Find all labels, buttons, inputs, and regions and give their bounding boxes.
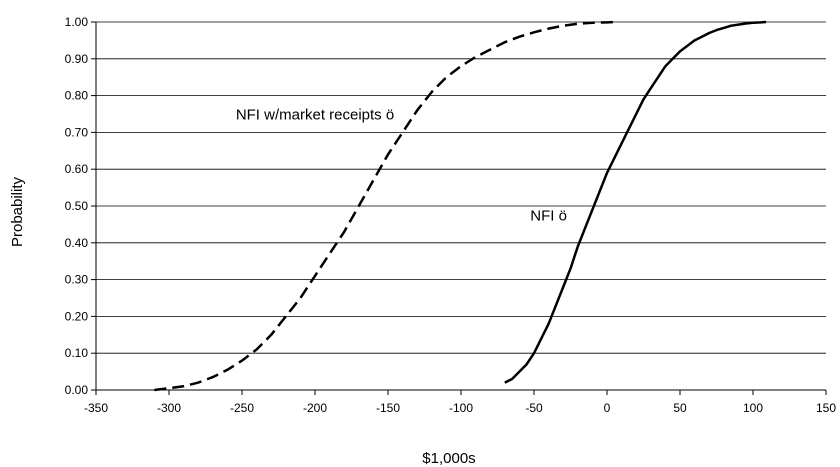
x-axis-title: $1,000s [422,450,475,467]
y-tick-label-8: 0.80 [65,89,89,103]
series-annotation-1: NFI ö [530,208,567,225]
series-annotations: NFI w/market receipts ö NFI ö [236,107,567,225]
y-tick-label-10: 1.00 [65,15,89,29]
y-axis-title: Probability [9,176,26,247]
x-tick-labels: -350 -300 -250 -200 -150 -100 -50 0 50 100 150 [84,390,836,415]
x-tick-label-10: 150 [816,401,836,415]
x-tick-label-7: 0 [604,401,611,415]
y-tick-label-9: 0.90 [65,52,89,66]
x-tick-label-8: 50 [673,401,687,415]
x-tick-label-6: -50 [525,401,543,415]
y-tick-label-2: 0.20 [65,309,89,323]
x-tick-label-1: -300 [157,401,181,415]
x-tick-label-4: -150 [376,401,400,415]
y-tick-label-6: 0.60 [65,162,89,176]
y-tick-label-7: 0.70 [65,125,89,139]
y-tick-label-5: 0.50 [65,199,89,213]
y-tick-label-1: 0.10 [65,346,89,360]
series-lines [154,20,767,392]
y-tick-label-3: 0.30 [65,273,89,287]
series-line-1 [504,20,767,384]
y-tick-label-0: 0.00 [65,383,89,397]
series-annotation-0: NFI w/market receipts ö [236,107,394,124]
x-tick-label-5: -100 [449,401,473,415]
series-line-0 [154,20,618,392]
y-tick-labels: 0.00 0.10 0.20 0.30 0.40 0.50 0.60 0.70 0.80 0.90… [65,15,96,397]
x-tick-label-9: 100 [743,401,763,415]
x-tick-label-2: -250 [230,401,254,415]
x-tick-label-3: -200 [303,401,327,415]
x-tick-label-0: -350 [84,401,108,415]
gridlines [96,21,826,354]
y-tick-label-4: 0.40 [65,236,89,250]
